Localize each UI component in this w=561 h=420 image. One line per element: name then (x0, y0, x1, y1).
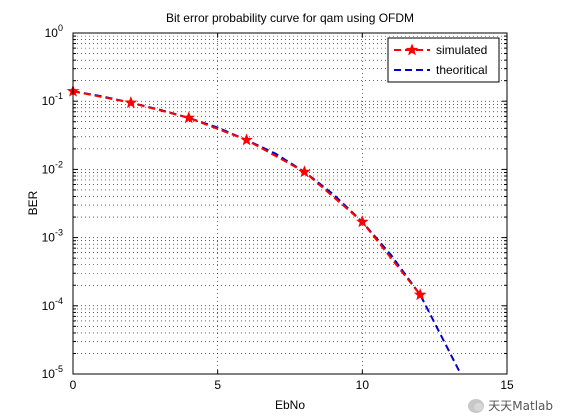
plot-area (73, 33, 507, 374)
grid (73, 33, 507, 374)
data-point-simulated (298, 165, 311, 178)
series-layer (66, 84, 462, 375)
x-tick-label: 0 (70, 378, 77, 392)
wechat-icon (468, 398, 485, 413)
data-point-simulated (413, 288, 427, 301)
y-tick-label: 10-4 (42, 296, 63, 313)
y-tick-label: 10-2 (42, 159, 63, 176)
legend-simulated-marker (405, 43, 419, 56)
legend-theoritical-label: theoritical (436, 63, 487, 77)
legend: simulated theoritical (387, 37, 500, 83)
data-point-simulated (356, 215, 369, 228)
watermark: 天天Matlab (468, 397, 553, 414)
data-point-simulated (240, 133, 253, 146)
legend-box (387, 37, 500, 83)
x-tick-label: 10 (356, 378, 370, 392)
axes-box (72, 32, 508, 375)
x-tick-label: 5 (214, 378, 221, 392)
x-axis-label: EbNo (275, 398, 305, 412)
chart-title: Bit error probability curve for qam usin… (166, 11, 414, 25)
x-tick-label: 15 (500, 378, 514, 392)
y-tick-label: 100 (45, 23, 63, 40)
legend-simulated-label: simulated (436, 43, 487, 57)
y-tick-label: 10-3 (42, 228, 63, 245)
y-tick-label: 10-1 (42, 91, 63, 108)
y-tick-label: 10-5 (42, 364, 63, 381)
axis-ticks: 0 5 10 15 100 10-1 10-2 10-3 10-4 10-5 (42, 23, 514, 392)
watermark-text: 天天Matlab (488, 399, 553, 413)
data-point-simulated (182, 111, 196, 124)
y-axis-label: BER (26, 190, 40, 215)
data-point-simulated (124, 96, 138, 109)
